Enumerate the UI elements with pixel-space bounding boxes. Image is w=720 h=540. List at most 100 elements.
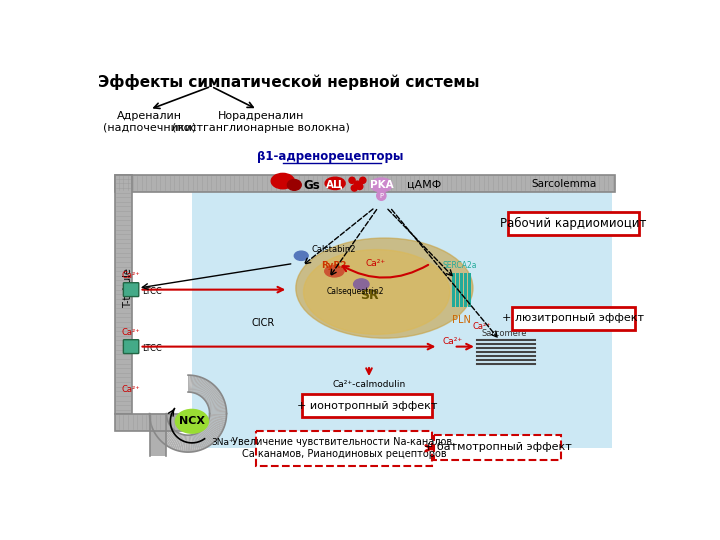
Polygon shape (193, 434, 199, 451)
Polygon shape (151, 419, 168, 426)
Text: SERCA2a: SERCA2a (443, 261, 477, 271)
Polygon shape (203, 428, 216, 441)
Text: Ca²⁺: Ca²⁺ (473, 322, 492, 331)
Polygon shape (197, 379, 206, 395)
Text: Sarcolemma: Sarcolemma (531, 179, 596, 189)
Text: Ca²⁺-calmodulin: Ca²⁺-calmodulin (333, 380, 405, 389)
Ellipse shape (294, 251, 308, 260)
Polygon shape (194, 376, 200, 393)
Polygon shape (204, 427, 219, 438)
Polygon shape (163, 430, 175, 444)
Polygon shape (195, 434, 203, 450)
Polygon shape (173, 434, 181, 450)
Bar (464, 273, 467, 307)
Ellipse shape (296, 238, 473, 338)
Polygon shape (161, 429, 174, 443)
Text: 3Na⁺: 3Na⁺ (211, 437, 234, 447)
Polygon shape (160, 428, 173, 441)
Polygon shape (206, 393, 221, 403)
Text: LTCC: LTCC (142, 343, 161, 353)
Circle shape (351, 185, 357, 191)
Polygon shape (150, 415, 166, 418)
Text: NCX: NCX (179, 416, 205, 426)
Ellipse shape (271, 173, 294, 189)
Polygon shape (168, 432, 178, 447)
Text: Адреналин
(надпочечники): Адреналин (надпочечники) (103, 111, 196, 133)
Polygon shape (206, 392, 220, 402)
Polygon shape (193, 376, 199, 393)
Polygon shape (205, 390, 220, 401)
FancyBboxPatch shape (434, 435, 561, 460)
Polygon shape (151, 420, 168, 428)
Polygon shape (164, 430, 176, 445)
Polygon shape (205, 426, 220, 436)
FancyBboxPatch shape (123, 340, 139, 354)
Polygon shape (204, 387, 217, 399)
Polygon shape (202, 385, 215, 398)
Polygon shape (191, 435, 195, 452)
Text: PLN: PLN (452, 315, 471, 326)
Polygon shape (207, 422, 223, 431)
Polygon shape (204, 427, 217, 440)
Ellipse shape (354, 279, 369, 289)
Polygon shape (192, 376, 196, 393)
Polygon shape (189, 375, 191, 392)
Bar (452, 273, 455, 307)
Ellipse shape (325, 177, 345, 190)
Polygon shape (204, 389, 219, 401)
Polygon shape (208, 400, 225, 407)
Polygon shape (199, 380, 209, 395)
Polygon shape (202, 430, 213, 444)
Polygon shape (207, 396, 222, 404)
Polygon shape (195, 377, 202, 394)
Polygon shape (207, 423, 222, 433)
Polygon shape (206, 424, 221, 435)
Polygon shape (153, 422, 169, 431)
Polygon shape (197, 433, 205, 449)
Polygon shape (192, 376, 197, 393)
Text: + батмотропный эффект: + батмотропный эффект (423, 442, 572, 453)
Polygon shape (199, 431, 210, 446)
Polygon shape (199, 432, 209, 447)
FancyBboxPatch shape (256, 430, 432, 466)
Ellipse shape (304, 249, 450, 334)
Ellipse shape (325, 265, 344, 277)
Text: Ca²⁺: Ca²⁺ (121, 328, 140, 336)
Polygon shape (157, 427, 171, 438)
Circle shape (360, 177, 366, 184)
Polygon shape (158, 427, 172, 440)
Polygon shape (210, 409, 226, 412)
Polygon shape (210, 408, 226, 411)
Polygon shape (204, 388, 218, 400)
Polygon shape (203, 386, 216, 399)
Polygon shape (208, 399, 224, 406)
Polygon shape (207, 397, 223, 405)
Text: LTCC: LTCC (142, 287, 161, 296)
FancyBboxPatch shape (192, 175, 611, 448)
FancyBboxPatch shape (302, 394, 432, 417)
Polygon shape (150, 414, 166, 416)
Text: Эффекты симпатической нервной системы: Эффекты симпатической нервной системы (98, 74, 480, 90)
Polygon shape (188, 375, 189, 392)
Ellipse shape (176, 410, 208, 433)
FancyBboxPatch shape (123, 283, 139, 296)
Text: RyR2: RyR2 (322, 260, 347, 269)
Polygon shape (189, 435, 191, 452)
Ellipse shape (287, 179, 301, 190)
Text: Gs: Gs (303, 179, 320, 192)
Polygon shape (150, 417, 167, 422)
Polygon shape (210, 412, 227, 414)
Polygon shape (197, 378, 204, 394)
Polygon shape (190, 375, 193, 392)
Text: Ca²⁺: Ca²⁺ (365, 259, 385, 268)
Text: P: P (379, 193, 383, 199)
Circle shape (349, 177, 355, 184)
Polygon shape (181, 435, 185, 452)
Polygon shape (166, 431, 176, 446)
Polygon shape (209, 404, 226, 409)
Polygon shape (209, 417, 226, 422)
Polygon shape (210, 416, 226, 420)
Polygon shape (150, 416, 167, 420)
Polygon shape (199, 381, 210, 396)
Bar (460, 273, 463, 307)
